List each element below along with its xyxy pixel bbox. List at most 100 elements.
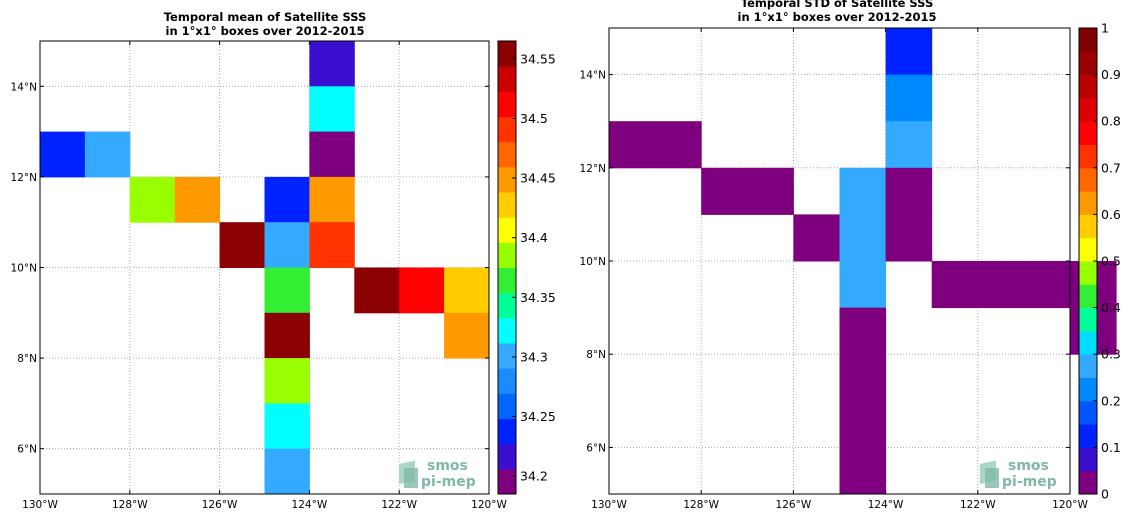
heatmap-cell: [264, 267, 310, 314]
colorbar-swatch: [1079, 191, 1097, 215]
heatmap-cell: [174, 176, 221, 223]
colorbar-swatch: [1079, 330, 1097, 355]
heatmap-cell: [885, 28, 933, 76]
colorbar-tick-label: 34.4: [520, 230, 548, 245]
colorbar-tick-label: 0: [1101, 487, 1109, 502]
colorbar-tick-label: 0.2: [1101, 393, 1121, 408]
heatmap-cell: [839, 400, 887, 448]
chart-title-line-2: in 1°x1° boxes over 2012-2015: [738, 10, 937, 24]
heatmap-cells: [609, 28, 1117, 495]
y-axis-ticks: 6°N 8°N 10°N 12°N 14°N: [11, 81, 489, 456]
heatmap-cell: [309, 86, 355, 133]
colorbar-tick-label: 34.55: [520, 51, 556, 66]
colorbar-swatch: [498, 192, 516, 218]
heatmap-cell: [84, 131, 131, 178]
y-tick-label: 6°N: [17, 444, 37, 456]
mean-sss-panel: Temporal mean of Satellite SSS in 1°x1° …: [11, 10, 556, 511]
colorbar-swatch: [498, 166, 516, 193]
heatmap-cell: [885, 214, 933, 262]
colorbar-swatch: [498, 393, 516, 419]
std-sss-panel: Temporal STD of Satellite SSS in 1°x1° b…: [580, 0, 1121, 511]
y-tick-label: 8°N: [17, 353, 37, 365]
logo-text-line-2: pi-mep: [421, 474, 476, 490]
colorbar-swatch: [1079, 307, 1097, 332]
heatmap-cell: [309, 222, 355, 268]
colorbar-swatch: [498, 41, 516, 67]
heatmap-cell: [885, 167, 933, 215]
colorbar-swatch: [1079, 144, 1097, 169]
colorbar-swatch: [1079, 400, 1097, 425]
heatmap-cell: [839, 261, 887, 309]
logo-text-line-1: smos: [427, 458, 468, 474]
colorbar-swatch: [498, 443, 516, 470]
heatmap-cell: [885, 121, 933, 169]
colorbar-swatch: [1079, 377, 1097, 402]
colorbar-swatch: [1079, 237, 1097, 262]
heatmap-cell: [885, 74, 933, 122]
heatmap-cell: [264, 312, 310, 359]
heatmap-cell: [839, 447, 887, 495]
colorbar-tick-label: 0.4: [1101, 300, 1121, 315]
x-tick-label: 130°W: [22, 499, 58, 511]
x-tick-label: 128°W: [112, 499, 148, 511]
colorbar-tick-label: 0.9: [1101, 67, 1121, 82]
logo-text-line-1: smos: [1008, 458, 1049, 474]
colorbar-tick-label: 34.5: [520, 111, 548, 126]
heatmap-cell: [793, 214, 840, 262]
colorbar-swatch: [498, 66, 516, 92]
heatmap-cell: [444, 267, 490, 314]
x-tick-label: 120°W: [471, 499, 507, 511]
heatmap-cell: [264, 403, 310, 450]
colorbar-tick-label: 0.5: [1101, 254, 1121, 269]
heatmap-cell: [609, 121, 656, 169]
colorbar-swatch: [498, 116, 516, 143]
colorbar-tick-label: 0.7: [1101, 160, 1121, 175]
x-tick-label: 126°W: [202, 499, 238, 511]
heatmap-cell: [264, 176, 310, 223]
heatmap-cell: [264, 358, 310, 404]
colorbar-swatch: [498, 368, 516, 394]
colorbar-tick-label: 34.45: [520, 171, 556, 186]
heatmap-cells: [40, 41, 490, 495]
chart-title-line-1: Temporal mean of Satellite SSS: [164, 10, 367, 24]
colorbar-tick-label: 34.35: [520, 290, 556, 305]
colorbar-swatch: [1079, 167, 1097, 192]
colorbar-swatch: [498, 418, 516, 445]
colorbar-swatch: [1079, 28, 1097, 52]
heatmap-cell: [354, 267, 400, 314]
colorbar-tick-label: 1: [1101, 21, 1109, 36]
y-tick-label: 12°N: [11, 172, 37, 184]
colorbar-tick-label: 34.2: [520, 469, 548, 484]
colorbar-swatch: [498, 242, 516, 268]
y-tick-label: 6°N: [586, 442, 606, 454]
colorbar-tick-label: 34.3: [520, 349, 548, 364]
heatmap-cell: [701, 167, 748, 215]
colorbar: 0 0.1 0.2 0.3 0.4 0.5 0.6 0.7 0.8 0.9 1: [1078, 21, 1121, 502]
colorbar-swatch: [1079, 97, 1097, 122]
colorbar-tick-label: 0.6: [1101, 207, 1121, 222]
y-tick-label: 10°N: [11, 263, 37, 275]
x-axis-ticks: 130°W 128°W 126°W 124°W 122°W 120°W: [22, 41, 507, 511]
chart-title-line-1: Temporal STD of Satellite SSS: [741, 0, 933, 10]
heatmap-cell: [839, 307, 887, 355]
y-tick-label: 14°N: [580, 70, 606, 82]
x-tick-label: 124°W: [292, 499, 328, 511]
colorbar-frame: [497, 40, 517, 495]
heatmap-cell: [309, 176, 355, 223]
colorbar-swatch: [498, 141, 516, 168]
heatmap-cell: [747, 167, 794, 215]
colorbar-swatch: [1079, 51, 1097, 76]
x-tick-label: 128°W: [683, 499, 719, 511]
colorbar-swatch: [498, 217, 516, 243]
colorbar-swatch: [1079, 354, 1097, 378]
heatmap-cell: [839, 354, 887, 402]
heatmap-cell: [655, 121, 702, 169]
heatmap-cell: [309, 131, 355, 178]
y-tick-label: 10°N: [580, 256, 606, 268]
y-axis-ticks: 6°N 8°N 10°N 12°N 14°N: [580, 70, 1070, 454]
colorbar-swatch: [1079, 284, 1097, 309]
colorbar-tick-label: 0.3: [1101, 347, 1121, 362]
colorbar-swatch: [1079, 261, 1097, 285]
x-tick-label: 130°W: [591, 499, 627, 511]
